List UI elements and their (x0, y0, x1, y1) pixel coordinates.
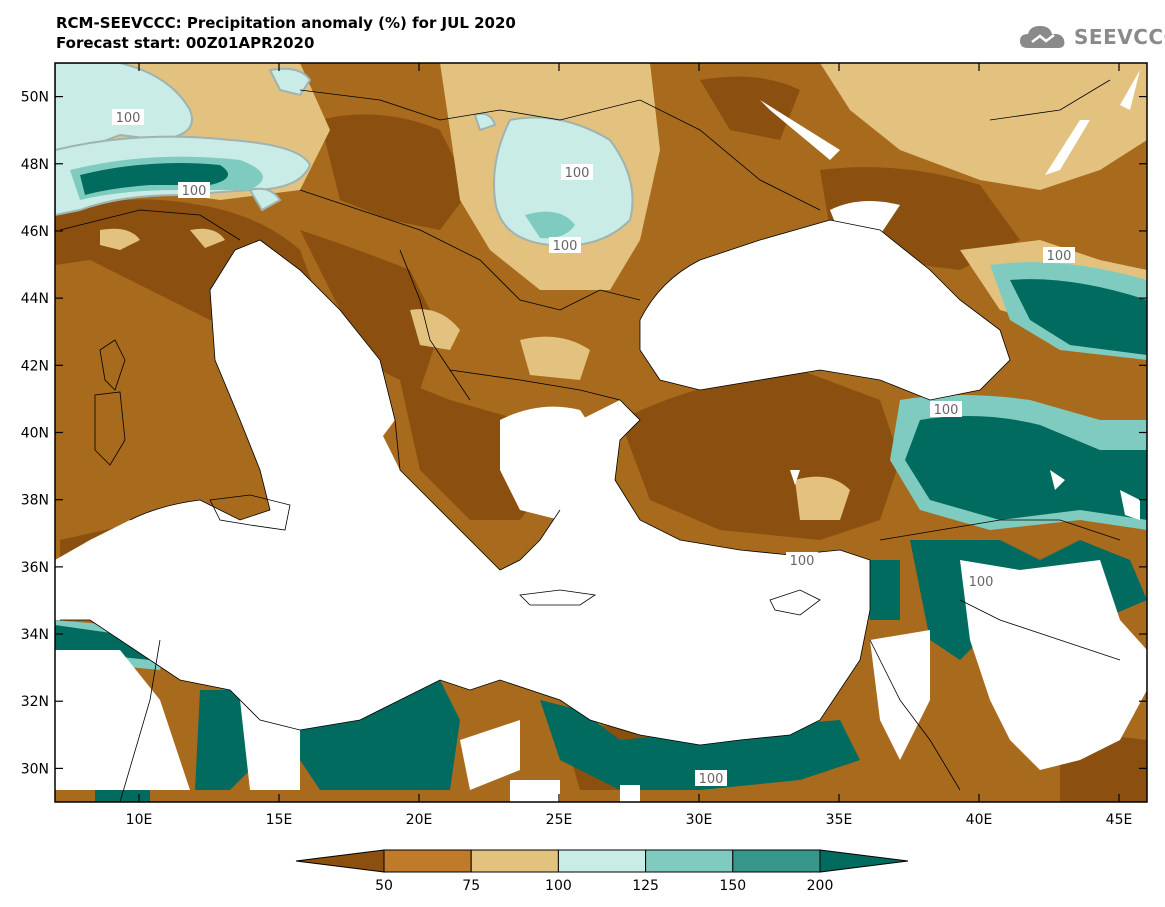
lat-tick-label: 32N (21, 694, 49, 710)
legend-swatch (470, 849, 559, 873)
legend-swatch (819, 849, 909, 873)
contour-label: 100 (969, 575, 994, 590)
contour-labels: 100 100 100 100 100 100 100 100 100 (112, 109, 1075, 787)
logo-text: SEEVCCC (1074, 25, 1165, 49)
legend-tick-label: 150 (719, 878, 746, 894)
legend-swatch (557, 849, 647, 873)
coastlines-and-borders (59, 79, 1121, 802)
lat-tick-label: 46N (21, 224, 49, 240)
legend-swatch (645, 849, 734, 873)
lon-tick-label: 35E (826, 812, 853, 828)
color-legend: 50 75 100 125 150 200 (295, 849, 909, 894)
contour-label: 100 (182, 184, 207, 199)
legend-tick-label: 75 (462, 878, 480, 894)
map-title: RCM-SEEVCCC: Precipitation anomaly (%) f… (56, 14, 516, 32)
contour-label: 100 (934, 403, 959, 418)
contour-label: 100 (553, 239, 578, 254)
lon-tick-label: 10E (126, 812, 153, 828)
lat-tick-label: 48N (21, 157, 49, 173)
lon-tick-label: 20E (406, 812, 433, 828)
contour-label: 100 (565, 166, 590, 181)
legend-tick-label: 100 (545, 878, 572, 894)
lon-tick-label: 15E (266, 812, 293, 828)
lon-tick-label: 45E (1106, 812, 1133, 828)
contour-label: 100 (699, 772, 724, 787)
latitude-axis: 50N 48N 46N 44N 42N 40N 38N 36N 34N 32N 30N (21, 90, 1147, 777)
lat-tick-label: 36N (21, 560, 49, 576)
legend-tick-label: 200 (807, 878, 834, 894)
lat-tick-label: 38N (21, 493, 49, 509)
lon-tick-label: 40E (966, 812, 993, 828)
map-area: 100 100 100 100 100 100 100 100 100 (55, 63, 1147, 802)
forecast-start-label: Forecast start: 00Z01APR2020 (56, 34, 315, 52)
legend-tick-label: 50 (375, 878, 393, 894)
lon-tick-label: 30E (686, 812, 713, 828)
lon-tick-label: 25E (546, 812, 573, 828)
cloud-icon (1020, 26, 1065, 48)
contour-label: 100 (116, 111, 141, 126)
sea-and-masked-areas (55, 70, 1147, 802)
legend-swatch (732, 849, 821, 873)
lat-tick-label: 44N (21, 291, 49, 307)
seevccc-logo: SEEVCCC (1018, 22, 1165, 52)
longitude-axis: 10E 15E 20E 25E 30E 35E 40E 45E (126, 63, 1133, 828)
lat-tick-label: 42N (21, 358, 49, 374)
legend-tick-label: 125 (632, 878, 659, 894)
lat-tick-label: 34N (21, 627, 49, 643)
contour-label: 100 (1047, 249, 1072, 264)
lat-tick-label: 50N (21, 90, 49, 106)
contour-label: 100 (790, 554, 815, 569)
lat-tick-label: 30N (21, 761, 49, 777)
legend-swatch (295, 849, 385, 873)
legend-swatch (383, 849, 472, 873)
lat-tick-label: 40N (21, 426, 49, 442)
